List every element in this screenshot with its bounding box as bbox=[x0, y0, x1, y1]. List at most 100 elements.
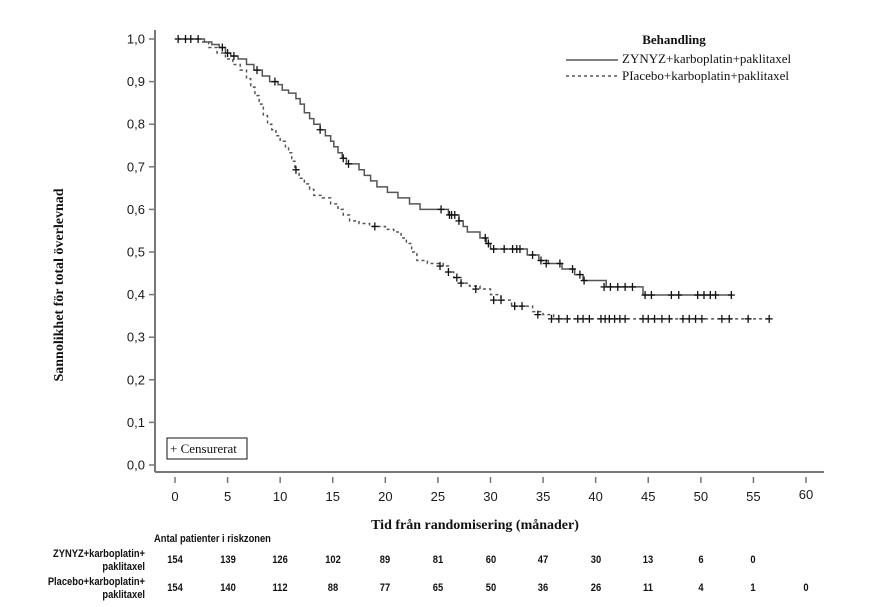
y-tick-label: 0,8 bbox=[127, 117, 145, 132]
censor-mark bbox=[516, 245, 524, 254]
risk-cell: 102 bbox=[324, 554, 341, 566]
censor-mark bbox=[651, 314, 659, 323]
censor-mark bbox=[518, 302, 526, 311]
censor-mark bbox=[644, 314, 652, 323]
risk-row-label-line1: Placebo+karboplatin+ bbox=[47, 576, 146, 588]
censor-mark bbox=[472, 285, 480, 294]
censor-mark bbox=[621, 314, 629, 323]
y-tick-label: 0,7 bbox=[127, 159, 145, 174]
legend-title: Behandling bbox=[642, 32, 706, 47]
survival-curves bbox=[174, 35, 773, 323]
censor-mark bbox=[490, 245, 498, 254]
y-tick-label: 0,6 bbox=[127, 202, 145, 217]
censor-mark bbox=[436, 262, 444, 271]
censor-mark bbox=[371, 222, 379, 231]
censor-mark bbox=[569, 265, 577, 274]
risk-cell: 1 bbox=[750, 582, 757, 594]
x-tick-label: 50 bbox=[694, 489, 708, 504]
risk-row-label-line2: paklitaxel bbox=[102, 561, 145, 573]
censor-mark bbox=[563, 314, 571, 323]
censor-mark bbox=[500, 245, 508, 254]
x-tick-label: 25 bbox=[431, 489, 445, 504]
censor-mark bbox=[692, 314, 700, 323]
risk-cell: 81 bbox=[432, 554, 444, 566]
legend-label-zynyz: ZYNYZ+karboplatin+paklitaxel bbox=[622, 51, 792, 66]
risk-cell: 6 bbox=[698, 554, 704, 566]
y-tick-label: 0,5 bbox=[127, 245, 145, 260]
censor-mark bbox=[628, 282, 636, 291]
censor-mark bbox=[725, 314, 733, 323]
censor-mark bbox=[497, 296, 505, 305]
risk-cell: 112 bbox=[272, 582, 288, 594]
censor-mark bbox=[484, 239, 492, 248]
censor-mark bbox=[218, 43, 226, 52]
risk-cell: 140 bbox=[219, 582, 236, 594]
risk-cell: 154 bbox=[167, 554, 183, 566]
risk-row-label: Placebo+karboplatin+ paklitaxel bbox=[1, 576, 146, 602]
censor-mark bbox=[511, 302, 519, 311]
legend: Behandling ZYNYZ+karboplatin+paklitaxel … bbox=[566, 32, 792, 83]
x-tick-label: 45 bbox=[641, 489, 655, 504]
censor-mark bbox=[641, 291, 649, 300]
risk-cell: 0 bbox=[750, 554, 757, 566]
censor-mark bbox=[621, 282, 629, 291]
censor-mark bbox=[437, 205, 445, 214]
x-tick-label: 55 bbox=[746, 489, 760, 504]
risk-cell: 65 bbox=[432, 582, 444, 594]
censor-mark bbox=[534, 310, 542, 319]
censor-mark bbox=[712, 291, 720, 300]
x-axis-ticks: 0 5 10 15 20 25 30 35 40 45 50 55 60 bbox=[171, 477, 813, 504]
x-tick-label: 20 bbox=[378, 489, 392, 504]
censor-mark bbox=[614, 282, 622, 291]
x-tick-label: 0 bbox=[171, 489, 178, 504]
risk-cell: 50 bbox=[485, 582, 496, 594]
y-tick-label: 0,9 bbox=[127, 74, 145, 89]
censor-mark bbox=[576, 270, 584, 279]
risk-cell: 77 bbox=[380, 582, 391, 594]
risk-cell: 60 bbox=[485, 554, 496, 566]
censor-mark bbox=[579, 314, 587, 323]
x-tick-label: 40 bbox=[588, 489, 602, 504]
censor-mark bbox=[727, 291, 735, 300]
x-tick-label: 60 bbox=[799, 487, 813, 502]
y-tick-label: 0,4 bbox=[127, 287, 145, 302]
x-tick-label: 35 bbox=[536, 489, 550, 504]
y-tick-label: 0,0 bbox=[127, 458, 145, 473]
risk-cell: 13 bbox=[643, 554, 654, 566]
x-tick-label: 5 bbox=[224, 489, 231, 504]
censor-mark bbox=[679, 314, 687, 323]
censor-mark bbox=[529, 250, 537, 259]
censor-mark bbox=[453, 273, 461, 282]
censor-mark bbox=[444, 268, 452, 277]
censor-mark bbox=[224, 49, 232, 58]
risk-row-label-line2: paklitaxel bbox=[102, 589, 145, 601]
censor-mark bbox=[718, 314, 726, 323]
censored-note: + Censurerat bbox=[166, 437, 248, 460]
risk-cell: 11 bbox=[643, 582, 654, 594]
y-tick-label: 1,0 bbox=[127, 32, 145, 47]
censor-mark bbox=[230, 52, 238, 61]
x-tick-label: 15 bbox=[326, 489, 340, 504]
curve-placebo bbox=[175, 38, 770, 320]
risk-cell: 126 bbox=[272, 554, 288, 566]
censor-mark bbox=[537, 256, 545, 265]
y-axis-title: Sannolikhet för total överlevnad bbox=[52, 188, 67, 381]
censor-mark bbox=[555, 314, 563, 323]
risk-cell: 26 bbox=[590, 582, 601, 594]
x-tick-label: 10 bbox=[273, 489, 287, 504]
legend-label-placebo: PIacebo+karboplatin+paklitaxel bbox=[622, 68, 789, 83]
risk-cell: 36 bbox=[537, 582, 549, 594]
risk-cell: 47 bbox=[537, 554, 549, 566]
risk-cell: 139 bbox=[219, 554, 236, 566]
risk-row-label-line1: ZYNYZ+karboplatin+ bbox=[53, 548, 145, 560]
censor-mark bbox=[339, 154, 347, 163]
censor-mark bbox=[694, 291, 702, 300]
censor-mark bbox=[455, 216, 463, 225]
censor-mark bbox=[765, 314, 773, 323]
censor-mark bbox=[457, 279, 465, 288]
y-axis-ticks: 0,0 0,1 0,2 0,3 0,4 0,5 0,6 0,7 0,8 0,9 1,0 bbox=[127, 32, 155, 473]
censor-mark bbox=[700, 291, 708, 300]
censor-mark bbox=[685, 314, 693, 323]
censor-mark bbox=[556, 259, 564, 268]
